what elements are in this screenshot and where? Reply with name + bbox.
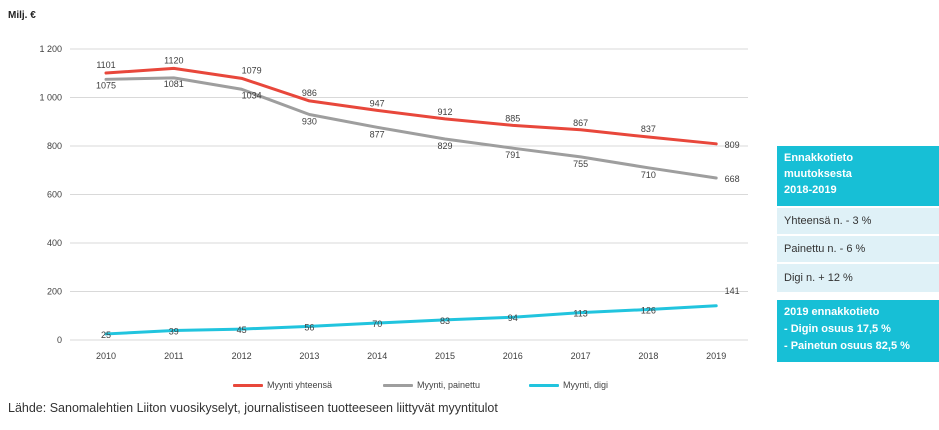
data-label: 710: [641, 170, 656, 180]
share-box-print: - Painetun osuus 82,5 %: [784, 340, 910, 352]
x-tick-label: 2012: [232, 351, 252, 361]
data-label: 809: [725, 140, 740, 150]
y-tick-label: 1 000: [39, 93, 62, 103]
data-label: 877: [370, 129, 385, 139]
series-line: [104, 304, 718, 336]
y-tick-label: 400: [47, 238, 62, 248]
forecast-header-line-2: muutoksesta: [784, 168, 852, 180]
data-label: 986: [302, 88, 317, 98]
legend-swatch-print: [383, 383, 413, 387]
x-tick-label: 2013: [299, 351, 319, 361]
legend-label-total: Myynti yhteensä: [267, 380, 333, 390]
data-label: 867: [573, 118, 588, 128]
forecast-header-box: Ennakkotieto muutoksesta 2018-2019: [777, 146, 939, 206]
data-label: 56: [304, 322, 314, 332]
x-tick-label: 2014: [367, 351, 387, 361]
x-tick-label: 2010: [96, 351, 116, 361]
data-label: 25: [101, 330, 111, 340]
legend-item-print: Myynti, painettu: [383, 380, 480, 390]
forecast-row-print: Painettu n. - 6 %: [777, 236, 939, 262]
legend-label-print: Myynti, painettu: [417, 380, 481, 390]
legend-swatch-total: [233, 383, 263, 387]
y-tick-label: 600: [47, 190, 62, 200]
forecast-header-line-3: 2018-2019: [784, 184, 837, 196]
data-label: 947: [370, 98, 385, 108]
data-label: 668: [725, 174, 740, 184]
data-label: 1075: [96, 80, 116, 90]
y-axis-unit-label: Milj. €: [8, 10, 36, 21]
x-tick-label: 2011: [164, 351, 183, 361]
share-box-digi: - Digin osuus 17,5 %: [784, 323, 891, 335]
data-label: 1120: [164, 55, 183, 65]
data-label: 83: [440, 316, 450, 326]
forecast-share-box: 2019 ennakkotieto - Digin osuus 17,5 % -…: [777, 300, 939, 362]
x-tick-label: 2017: [571, 351, 591, 361]
data-label: 39: [169, 327, 179, 337]
forecast-row-digi: Digi n. + 12 %: [777, 264, 939, 292]
data-label: 113: [573, 309, 587, 319]
data-label: 791: [505, 150, 520, 160]
x-tick-label: 2019: [706, 351, 726, 361]
data-label: 94: [508, 313, 518, 323]
source-note: Lähde: Sanomalehtien Liiton vuosikyselyt…: [8, 401, 498, 415]
data-label: 837: [641, 124, 656, 134]
series-line: [104, 76, 718, 180]
x-tick-label: 2018: [638, 351, 658, 361]
y-tick-label: 200: [47, 287, 62, 297]
forecast-row-total: Yhteensä n. - 3 %: [777, 208, 939, 234]
forecast-header-line-1: Ennakkotieto: [784, 152, 854, 164]
data-label: 912: [437, 107, 452, 117]
data-label: 45: [237, 325, 247, 335]
data-label: 126: [641, 305, 656, 315]
data-label: 1034: [242, 90, 262, 100]
y-tick-label: 800: [47, 141, 62, 151]
data-label: 1101: [96, 60, 115, 70]
x-tick-label: 2016: [503, 351, 523, 361]
data-label: 141: [725, 286, 740, 296]
legend-item-total: Myynti yhteensä: [233, 380, 332, 390]
data-label: 1081: [164, 79, 184, 89]
x-tick-label: 2015: [435, 351, 455, 361]
data-label: 1079: [242, 65, 262, 75]
legend-label-digi: Myynti, digi: [563, 380, 609, 390]
data-label: 829: [437, 141, 452, 151]
series-line: [104, 66, 718, 146]
share-box-title: 2019 ennakkotieto: [784, 306, 880, 318]
data-label: 755: [573, 159, 588, 169]
y-tick-label: 1 200: [39, 44, 62, 54]
data-label: 885: [505, 113, 520, 123]
data-label: 930: [302, 116, 317, 126]
legend-swatch-digi: [529, 383, 559, 387]
legend-item-digi: Myynti, digi: [529, 380, 608, 390]
data-label: 70: [372, 319, 382, 329]
y-tick-label: 0: [57, 335, 62, 345]
